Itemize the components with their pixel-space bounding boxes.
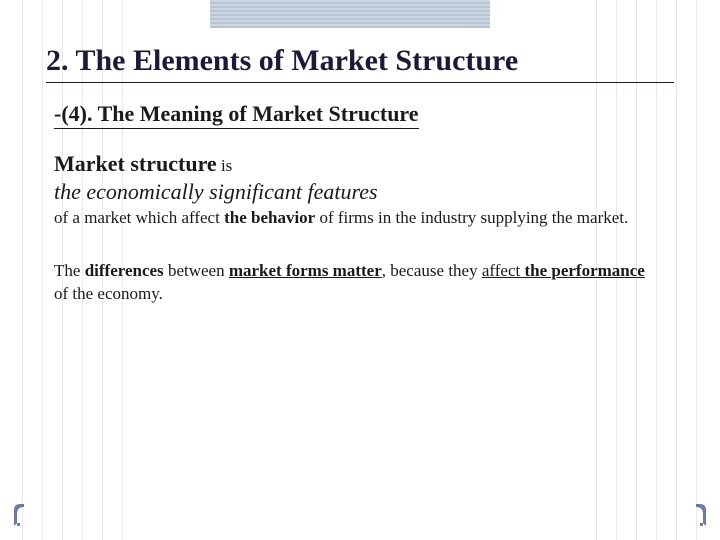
slide-title: 2. The Elements of Market Structure [46, 44, 674, 83]
lead-small: is [217, 156, 233, 175]
p2-bu2: the performance [524, 261, 644, 280]
p2-t4: of the economy. [54, 284, 163, 303]
body-block: Market structure is the economically sig… [54, 151, 674, 306]
corner-decoration-bottom-left-icon [14, 504, 36, 526]
p1-bold: the behavior [224, 208, 315, 227]
corner-decoration-bottom-right-icon [684, 504, 706, 526]
lead-line: Market structure is [54, 151, 674, 177]
p2-t3: , because they [382, 261, 482, 280]
p2-t2: between [164, 261, 229, 280]
p2-u1: affect [482, 261, 525, 280]
paragraph-1: of a market which affect the behavior of… [54, 207, 654, 230]
slide-content: 2. The Elements of Market Structure -(4)… [0, 0, 720, 306]
p2-t1: The [54, 261, 85, 280]
p1-post: of firms in the industry supplying the m… [315, 208, 628, 227]
lead-bold: Market structure [54, 151, 217, 176]
p2-b1: differences [85, 261, 164, 280]
slide-subtitle: -(4). The Meaning of Market Structure [54, 101, 419, 129]
p1-pre: of a market which affect [54, 208, 224, 227]
p2-bu1: market forms matter [229, 261, 382, 280]
italic-line: the economically significant features [54, 179, 674, 205]
paragraph-2: The differences between market forms mat… [54, 260, 654, 306]
